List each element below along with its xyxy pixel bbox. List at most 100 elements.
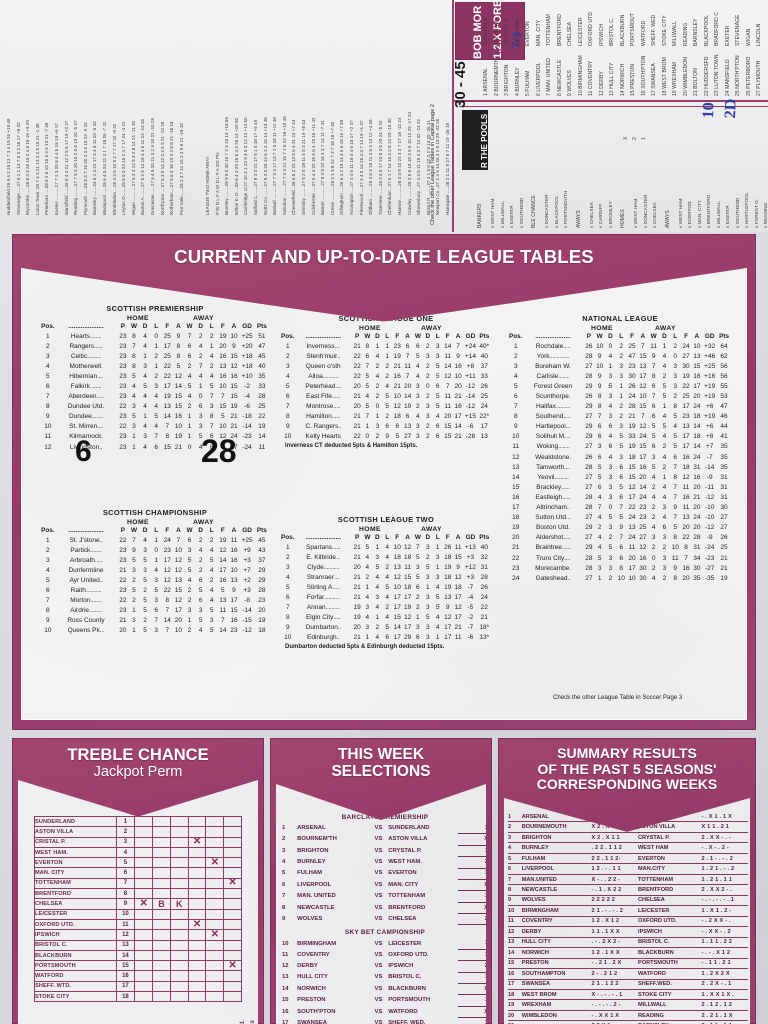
tc-checkbox-cell[interactable] <box>223 991 242 1003</box>
treble-chance-row[interactable]: PORTSMOUTH 15 ✕ <box>34 960 242 972</box>
treble-chance-row[interactable]: BRENTFORD 8 <box>34 888 242 900</box>
tc-checkbox-cell[interactable] <box>134 991 154 1003</box>
tc-checkbox-cell[interactable] <box>205 836 225 848</box>
tc-checkbox-cell[interactable] <box>169 918 189 931</box>
tc-checkbox-cell[interactable] <box>169 949 189 962</box>
treble-chance-row[interactable]: SUNDERLAND 1 <box>34 815 242 828</box>
tc-checkbox-cell[interactable] <box>205 939 225 951</box>
tc-checkbox-cell[interactable] <box>134 918 154 931</box>
tc-checkbox-cell[interactable]: ✕ <box>187 918 207 931</box>
tc-checkbox-cell[interactable] <box>152 846 171 859</box>
tc-checkbox-cell[interactable] <box>187 991 207 1003</box>
tc-checkbox-cell[interactable] <box>205 877 225 890</box>
tc-checkbox-cell[interactable] <box>152 877 171 890</box>
tc-checkbox-cell[interactable] <box>134 960 154 972</box>
tc-checkbox-cell[interactable] <box>187 929 207 941</box>
treble-chance-row[interactable]: BRISTOL C. 13 <box>34 939 242 951</box>
tc-checkbox-cell[interactable] <box>187 877 207 890</box>
tc-checkbox-cell[interactable] <box>134 867 154 879</box>
tc-checkbox-cell[interactable] <box>134 949 154 962</box>
tc-checkbox-cell[interactable] <box>223 939 242 951</box>
tc-checkbox-cell[interactable] <box>152 991 171 1003</box>
tc-checkbox-cell[interactable] <box>152 826 171 838</box>
tc-checkbox-cell[interactable] <box>169 877 189 890</box>
tc-checkbox-cell[interactable] <box>223 857 242 869</box>
tc-checkbox-cell[interactable] <box>223 970 242 982</box>
tc-checkbox-cell[interactable] <box>187 960 207 972</box>
tc-checkbox-cell[interactable] <box>223 898 242 910</box>
tc-checkbox-cell[interactable] <box>169 991 189 1003</box>
treble-chance-row[interactable]: CRISTAL P. 3 ✕ <box>34 836 242 848</box>
tc-checkbox-cell[interactable] <box>134 908 154 920</box>
tc-checkbox-cell[interactable] <box>187 949 207 962</box>
tc-checkbox-cell[interactable] <box>223 815 242 828</box>
treble-chance-row[interactable]: TOTTENHAM 7 ✕ <box>34 877 242 890</box>
tc-checkbox-cell[interactable] <box>169 815 189 828</box>
tc-checkbox-cell[interactable] <box>152 970 171 982</box>
tc-checkbox-cell[interactable] <box>205 826 225 838</box>
tc-checkbox-cell[interactable] <box>169 929 189 941</box>
tc-checkbox-cell[interactable] <box>152 980 171 993</box>
tc-checkbox-cell[interactable] <box>152 836 171 848</box>
tc-checkbox-cell[interactable] <box>205 949 225 962</box>
tc-checkbox-cell[interactable] <box>134 929 154 941</box>
tc-checkbox-cell[interactable]: B <box>152 898 171 910</box>
tc-checkbox-cell[interactable] <box>187 867 207 879</box>
tc-checkbox-cell[interactable] <box>169 980 189 993</box>
treble-chance-row[interactable]: CHELSEA 9 ✕ B K <box>34 898 242 910</box>
tc-checkbox-cell[interactable] <box>223 929 242 941</box>
tc-checkbox-cell[interactable] <box>134 815 154 828</box>
tc-checkbox-cell[interactable] <box>205 815 225 828</box>
tc-checkbox-cell[interactable] <box>152 857 171 869</box>
treble-chance-grid[interactable]: SUNDERLAND 1 ASTON VILLA 2 CRISTAL P. 3 ✕ WEST … <box>34 815 242 1003</box>
tc-checkbox-cell[interactable] <box>134 846 154 859</box>
treble-chance-row[interactable]: MAN. CITY 6 <box>34 867 242 879</box>
tc-checkbox-cell[interactable] <box>169 939 189 951</box>
tc-checkbox-cell[interactable] <box>223 908 242 920</box>
tc-checkbox-cell[interactable]: ✕ <box>134 898 154 910</box>
tc-checkbox-cell[interactable] <box>169 826 189 838</box>
tc-checkbox-cell[interactable] <box>134 857 154 869</box>
tc-checkbox-cell[interactable] <box>169 846 189 859</box>
tc-checkbox-cell[interactable] <box>187 846 207 859</box>
tc-checkbox-cell[interactable] <box>223 980 242 993</box>
tc-checkbox-cell[interactable] <box>223 826 242 838</box>
treble-chance-row[interactable]: EVERTON 5 ✕ <box>34 857 242 869</box>
tc-checkbox-cell[interactable] <box>205 980 225 993</box>
tc-checkbox-cell[interactable] <box>134 826 154 838</box>
tc-checkbox-cell[interactable] <box>134 877 154 890</box>
tc-checkbox-cell[interactable] <box>223 836 242 848</box>
tc-checkbox-cell[interactable] <box>205 970 225 982</box>
treble-chance-row[interactable]: LEICESTER 10 <box>34 908 242 920</box>
tc-checkbox-cell[interactable] <box>205 960 225 972</box>
tc-checkbox-cell[interactable] <box>187 815 207 828</box>
tc-checkbox-cell[interactable] <box>152 888 171 900</box>
tc-checkbox-cell[interactable] <box>223 918 242 931</box>
tc-checkbox-cell[interactable] <box>187 898 207 910</box>
tc-checkbox-cell[interactable] <box>169 867 189 879</box>
tc-checkbox-cell[interactable] <box>205 867 225 879</box>
tc-checkbox-cell[interactable] <box>187 980 207 993</box>
tc-checkbox-cell[interactable] <box>187 908 207 920</box>
tc-checkbox-cell[interactable] <box>169 836 189 848</box>
tc-checkbox-cell[interactable] <box>187 970 207 982</box>
tc-checkbox-cell[interactable] <box>223 846 242 859</box>
tc-checkbox-cell[interactable]: ✕ <box>223 877 242 890</box>
tc-checkbox-cell[interactable] <box>152 960 171 972</box>
treble-chance-row[interactable]: IPSWICH 12 ✕ <box>34 929 242 941</box>
tc-checkbox-cell[interactable] <box>152 929 171 941</box>
tc-checkbox-cell[interactable] <box>223 888 242 900</box>
tc-checkbox-cell[interactable] <box>152 949 171 962</box>
tc-checkbox-cell[interactable]: ✕ <box>205 929 225 941</box>
tc-checkbox-cell[interactable] <box>169 857 189 869</box>
treble-chance-row[interactable]: WATFORD 16 <box>34 970 242 982</box>
tc-checkbox-cell[interactable] <box>134 980 154 993</box>
tc-checkbox-cell[interactable] <box>169 908 189 920</box>
tc-checkbox-cell[interactable] <box>169 960 189 972</box>
tc-checkbox-cell[interactable] <box>205 908 225 920</box>
tc-checkbox-cell[interactable] <box>152 918 171 931</box>
tc-checkbox-cell[interactable] <box>205 888 225 900</box>
tc-checkbox-cell[interactable] <box>187 888 207 900</box>
tc-checkbox-cell[interactable] <box>169 888 189 900</box>
tc-checkbox-cell[interactable] <box>205 991 225 1003</box>
